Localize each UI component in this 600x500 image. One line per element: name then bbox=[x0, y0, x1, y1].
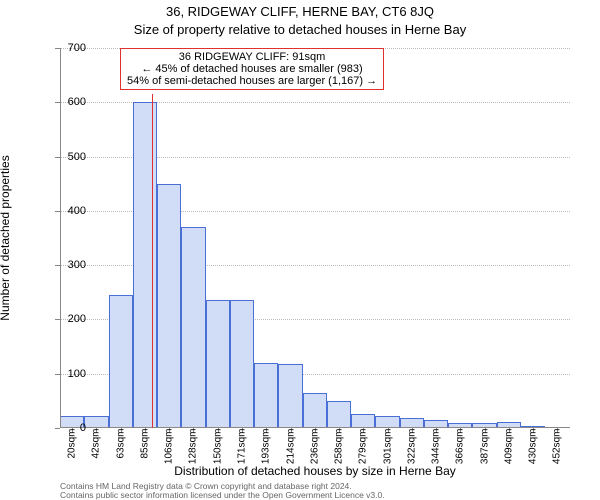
histogram-bar bbox=[278, 364, 302, 428]
y-tick-label: 600 bbox=[46, 96, 86, 108]
histogram-bar bbox=[206, 300, 230, 428]
subject-marker-line bbox=[152, 94, 153, 428]
y-tick-label: 200 bbox=[46, 313, 86, 325]
histogram-bar bbox=[303, 393, 327, 428]
y-tick-label: 500 bbox=[46, 151, 86, 163]
page-subtitle: Size of property relative to detached ho… bbox=[0, 22, 600, 37]
y-axis-label: Number of detached properties bbox=[0, 48, 18, 428]
histogram-bar bbox=[351, 414, 375, 428]
page: 36, RIDGEWAY CLIFF, HERNE BAY, CT6 8JQ S… bbox=[0, 0, 600, 500]
callout-line-2: ← 45% of detached houses are smaller (98… bbox=[127, 63, 377, 75]
callout-box: 36 RIDGEWAY CLIFF: 91sqm← 45% of detache… bbox=[120, 48, 384, 90]
attribution-footer: Contains HM Land Registry data © Crown c… bbox=[60, 482, 570, 500]
callout-line-3: 54% of semi-detached houses are larger (… bbox=[127, 75, 377, 87]
page-title-address: 36, RIDGEWAY CLIFF, HERNE BAY, CT6 8JQ bbox=[0, 4, 600, 19]
histogram-bar bbox=[133, 102, 157, 428]
y-tick-label: 0 bbox=[46, 422, 86, 434]
y-tick-label: 700 bbox=[46, 42, 86, 54]
callout-line-1: 36 RIDGEWAY CLIFF: 91sqm bbox=[127, 51, 377, 63]
histogram-plot: 20sqm42sqm63sqm85sqm106sqm128sqm150sqm17… bbox=[60, 48, 570, 428]
y-tick-label: 400 bbox=[46, 205, 86, 217]
histogram-bar bbox=[181, 227, 205, 428]
footer-line-2: Contains public sector information licen… bbox=[60, 491, 570, 500]
histogram-bar bbox=[254, 363, 278, 428]
y-tick-label: 100 bbox=[46, 368, 86, 380]
histogram-bar bbox=[230, 300, 254, 428]
x-axis-label: Distribution of detached houses by size … bbox=[60, 464, 570, 478]
y-tick-label: 300 bbox=[46, 259, 86, 271]
histogram-bar bbox=[327, 401, 351, 428]
histogram-bar bbox=[109, 295, 133, 428]
histogram-bar bbox=[157, 184, 181, 428]
